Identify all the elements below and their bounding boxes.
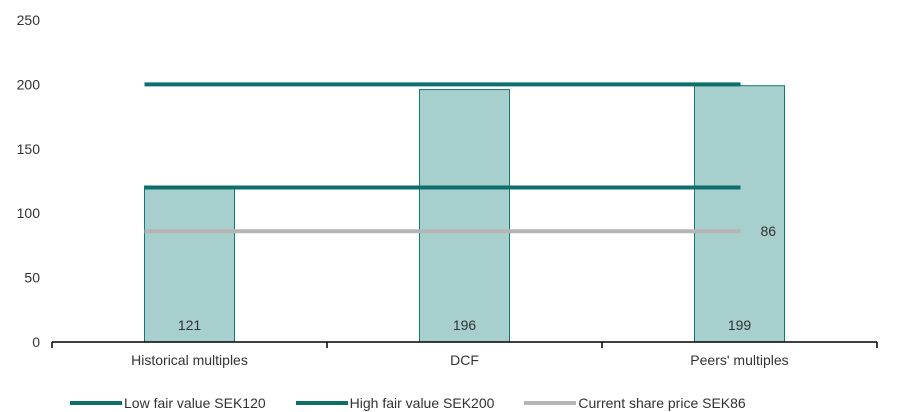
y-tick-label: 50 [24, 270, 40, 286]
category-labels: Historical multiples DCF Peers' multiples [131, 352, 789, 368]
y-tick-label: 150 [17, 141, 41, 157]
valuation-chart: 0 50 100 150 200 250 121 196 199 86 Historical … [17, 12, 878, 368]
bar [419, 89, 510, 343]
y-tick-label: 250 [17, 12, 41, 28]
x-category-label: DCF [450, 352, 479, 368]
y-tick-label: 200 [17, 76, 41, 92]
legend-label-current-share-price: Current share price SEK86 [578, 395, 746, 411]
x-category-label: Peers' multiples [690, 352, 788, 368]
bar-value-label: 196 [453, 317, 477, 333]
legend-item-high-fair-value: High fair value SEK200 [295, 395, 495, 411]
bar [144, 185, 235, 343]
legend: Low fair value SEK120 High fair value SE… [70, 394, 776, 412]
legend-swatch-current-share-price [524, 401, 577, 405]
x-axis [51, 341, 878, 348]
y-axis-ticks: 0 50 100 150 200 250 [17, 12, 41, 350]
legend-swatch-low-fair-value [70, 401, 122, 405]
bar-value-label: 121 [178, 317, 202, 333]
reference-line-label: 86 [761, 223, 777, 239]
reference-lines: 86 [144, 82, 777, 239]
y-tick-label: 0 [32, 334, 40, 350]
x-category-label: Historical multiples [131, 352, 248, 368]
bar [694, 85, 785, 343]
legend-label-low-fair-value: Low fair value SEK120 [124, 395, 266, 411]
y-tick-label: 100 [17, 205, 41, 221]
bars: 121 196 199 [144, 85, 785, 343]
legend-item-low-fair-value: Low fair value SEK120 [70, 395, 266, 411]
bar-value-label: 199 [728, 317, 752, 333]
legend-item-current-share-price: Current share price SEK86 [524, 395, 746, 411]
legend-label-high-fair-value: High fair value SEK200 [349, 395, 495, 411]
legend-swatch-high-fair-value [295, 401, 348, 405]
